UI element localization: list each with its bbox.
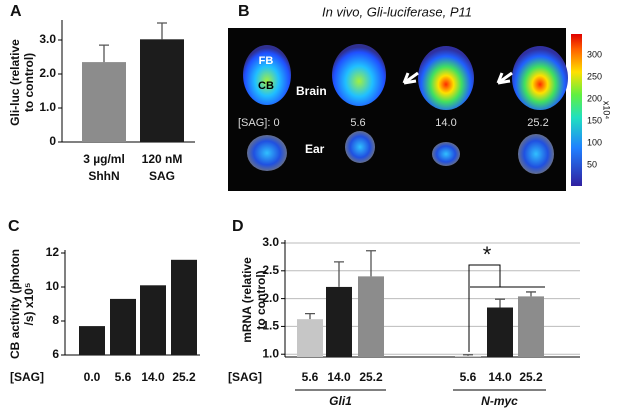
region-label: CB (258, 80, 274, 92)
bar (171, 259, 197, 355)
colorbar-tick-label: 200 (587, 93, 602, 103)
arrow (402, 71, 419, 85)
bar (518, 296, 544, 357)
y-tick-label: 2.0 (39, 66, 56, 80)
x-tick-label: 5.6 (115, 370, 132, 384)
error-bar (99, 44, 109, 63)
bar (297, 319, 323, 357)
colorbar-tick-label: 150 (587, 115, 602, 125)
group-label: Gli1 (329, 394, 352, 408)
significance-bracket (468, 264, 545, 352)
error-bar (305, 312, 315, 320)
x-tick-label: 25.2 (359, 370, 383, 384)
brain-image (332, 44, 386, 106)
x-tick-label-line: 120 nM (142, 152, 183, 166)
x-tick-label: 14.0 (327, 370, 351, 384)
x-tick-label: 120 nM SAG (142, 152, 183, 183)
bar (79, 326, 105, 355)
brain-image (418, 46, 474, 110)
y-tick-label: 8 (52, 313, 59, 327)
ear-image (518, 134, 554, 174)
dose-label: [SAG]: 0 (238, 117, 280, 129)
dose-label: 25.2 (527, 117, 548, 129)
colorbar-unit: x10⁴ (602, 101, 612, 120)
panel-title: In vivo, Gli-luciferase, P11 (322, 4, 472, 19)
panel-label: D (232, 218, 244, 235)
y-tick-label: 1.5 (262, 319, 279, 333)
panel-label: C (8, 218, 20, 235)
y-tick-label: 2.0 (262, 291, 279, 305)
error-bar (366, 250, 376, 277)
dose-label: 14.0 (435, 117, 456, 129)
error-bar (463, 354, 473, 356)
x-tick-label: 5.6 (302, 370, 319, 384)
colorbar-tick-label: 50 (587, 159, 597, 169)
dose-label: 5.6 (350, 117, 365, 129)
x-tick-label: 25.2 (519, 370, 543, 384)
y-tick-label: 2.5 (262, 263, 279, 277)
error-bar (157, 22, 167, 40)
region-label: Ear (305, 142, 325, 156)
y-axis-label: Gli-luc (relative (8, 39, 22, 126)
brain-image (512, 46, 568, 110)
panel-label: B (238, 3, 250, 20)
region-label: Brain (296, 84, 327, 98)
bar (455, 355, 481, 357)
colorbar-tick-label: 300 (587, 49, 602, 59)
y-tick-label: 1.0 (39, 100, 56, 114)
error-bar (526, 291, 536, 297)
colorbar (571, 34, 582, 186)
region-label: FB (259, 55, 274, 67)
annotation: * (483, 242, 492, 267)
y-tick-label: 3.0 (262, 235, 279, 249)
colorbar-tick-label: 100 (587, 137, 602, 147)
bar (358, 276, 384, 357)
y-axis-label: to control) (254, 270, 268, 329)
error-bar (334, 261, 344, 287)
y-tick-label: 3.0 (39, 32, 56, 46)
colorbar-tick-label: 250 (587, 71, 602, 81)
group-label: N-myc (481, 394, 518, 408)
x-tick-label: 5.6 (460, 370, 477, 384)
arrow (496, 71, 513, 85)
y-tick-label: 0 (49, 134, 56, 148)
x-tick-label-line: ShhN (88, 169, 119, 183)
bar (140, 39, 184, 142)
error-bar (495, 298, 505, 308)
x-tick-label: 0.0 (84, 370, 101, 384)
y-axis-label: CB activity (photon (8, 249, 22, 359)
y-tick-label: 12 (46, 245, 60, 259)
y-axis-label: /s) x10⁵ (22, 283, 36, 326)
bar (110, 298, 136, 355)
x-tick-label-line: SAG (149, 169, 175, 183)
x-tick-label: 3 µg/ml ShhN (83, 152, 125, 183)
bar (487, 307, 513, 357)
y-tick-label: 10 (46, 279, 60, 293)
x-tick-label-line: 3 µg/ml (83, 152, 125, 166)
ear-image (247, 135, 287, 171)
ear-image (345, 131, 375, 163)
x-tick-label: 14.0 (488, 370, 512, 384)
y-tick-label: 6 (52, 347, 59, 361)
panel-label: A (10, 3, 22, 20)
y-axis-label: mRNA (relative (240, 257, 254, 343)
image-panel: B In vivo, Gli-luciferase, P11 FB CB Bra… (228, 3, 612, 191)
bar (140, 285, 166, 355)
y-tick-label: 1.0 (262, 346, 279, 360)
x-axis-label: [SAG] (228, 370, 262, 384)
brain-image (243, 45, 291, 105)
y-axis-label: to control) (22, 53, 36, 112)
x-tick-label: 25.2 (172, 370, 196, 384)
bar (82, 62, 126, 142)
x-axis-label: [SAG] (10, 370, 44, 384)
bar (326, 286, 352, 357)
x-tick-label: 14.0 (141, 370, 165, 384)
ear-image (432, 142, 460, 166)
